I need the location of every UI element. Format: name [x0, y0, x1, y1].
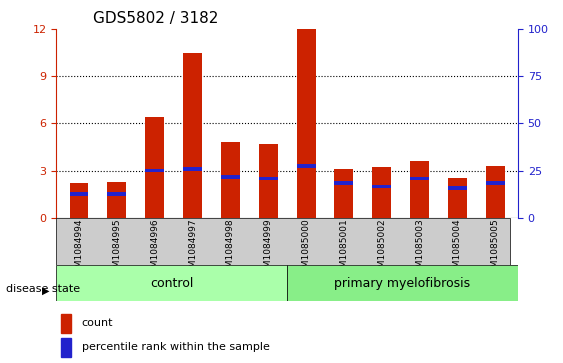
Bar — [145, 117, 164, 218]
Text: ▶: ▶ — [42, 286, 50, 296]
Text: disease state: disease state — [6, 284, 80, 294]
Bar — [221, 142, 240, 218]
Bar — [334, 182, 354, 185]
Bar — [108, 192, 126, 196]
FancyBboxPatch shape — [56, 265, 287, 301]
Text: percentile rank within the sample: percentile rank within the sample — [82, 342, 270, 352]
Text: GSM1085004: GSM1085004 — [453, 219, 462, 280]
Bar — [259, 177, 278, 180]
Text: primary myelofibrosis: primary myelofibrosis — [334, 277, 471, 290]
Text: GSM1084996: GSM1084996 — [150, 219, 159, 280]
Bar — [221, 175, 240, 179]
Bar — [448, 186, 467, 189]
Bar — [410, 161, 429, 218]
Bar — [70, 192, 88, 196]
Text: GSM1085000: GSM1085000 — [302, 219, 311, 280]
Bar — [70, 183, 88, 218]
Bar — [334, 169, 354, 218]
Text: GSM1084995: GSM1084995 — [113, 219, 122, 280]
Bar — [372, 185, 391, 188]
Bar — [448, 179, 467, 218]
Bar — [297, 164, 315, 168]
Text: GSM1084997: GSM1084997 — [188, 219, 197, 280]
Bar — [183, 167, 202, 171]
Text: GSM1085001: GSM1085001 — [339, 219, 348, 280]
Text: GSM1084994: GSM1084994 — [74, 219, 83, 279]
Text: GSM1084998: GSM1084998 — [226, 219, 235, 280]
Bar — [61, 314, 71, 333]
Text: control: control — [150, 277, 194, 290]
Text: GSM1085002: GSM1085002 — [377, 219, 386, 280]
Text: GSM1085003: GSM1085003 — [415, 219, 424, 280]
Bar — [372, 167, 391, 218]
Bar — [61, 338, 71, 357]
Text: count: count — [82, 318, 113, 328]
Bar — [183, 53, 202, 218]
Bar — [108, 182, 126, 218]
Bar — [486, 182, 504, 185]
Text: GSM1084999: GSM1084999 — [263, 219, 272, 280]
Bar — [297, 29, 315, 218]
Bar — [410, 177, 429, 180]
Text: GDS5802 / 3182: GDS5802 / 3182 — [93, 12, 218, 26]
FancyBboxPatch shape — [287, 265, 518, 301]
Bar — [259, 144, 278, 218]
Bar — [486, 166, 504, 218]
Text: GSM1085005: GSM1085005 — [491, 219, 500, 280]
Bar — [145, 169, 164, 172]
